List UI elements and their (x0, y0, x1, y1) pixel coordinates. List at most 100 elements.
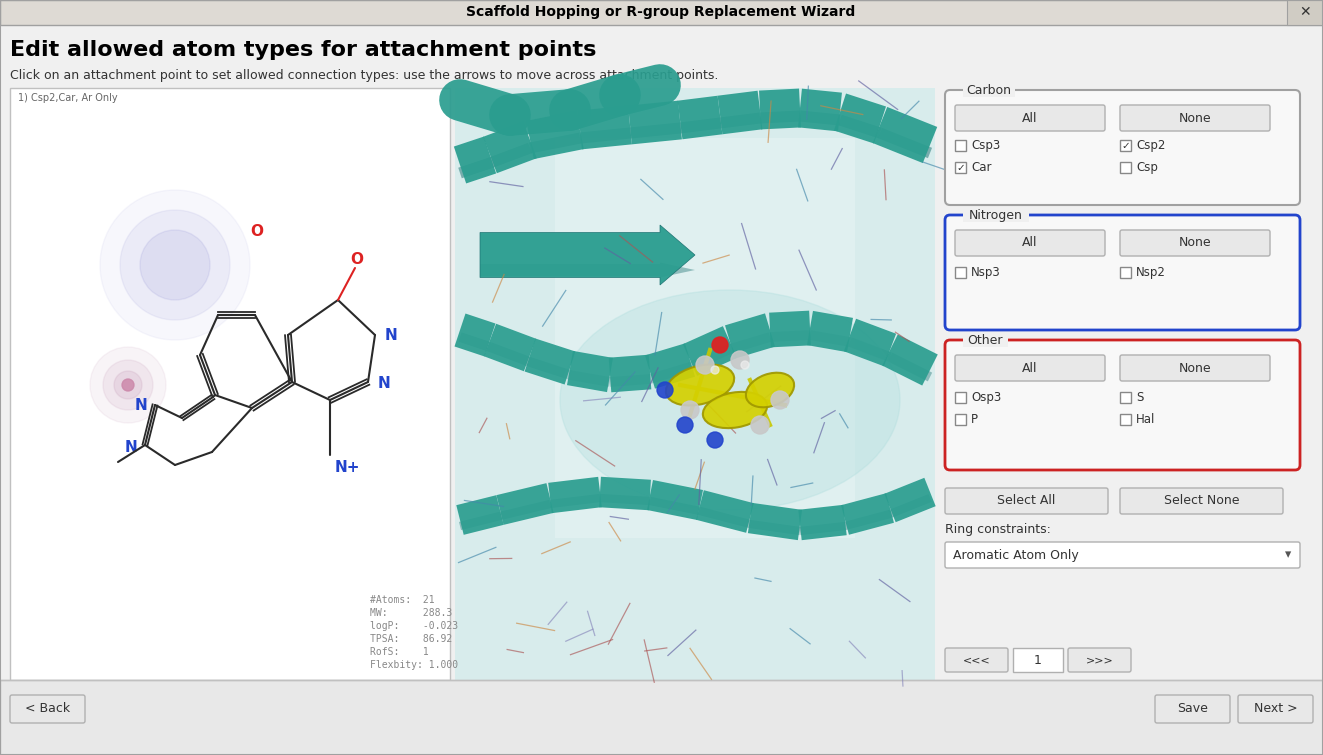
Bar (556, 138, 855, 538)
Text: Aromatic Atom Only: Aromatic Atom Only (953, 548, 1078, 562)
Text: Csp: Csp (1136, 161, 1158, 174)
Text: ▾: ▾ (1285, 548, 1291, 562)
Text: ✕: ✕ (1299, 5, 1311, 19)
FancyBboxPatch shape (1238, 695, 1312, 723)
Bar (11, 88, 450, 680)
FancyBboxPatch shape (955, 105, 1105, 131)
Bar (955, 267, 966, 278)
Bar (955, 392, 966, 403)
Circle shape (710, 366, 718, 374)
Text: Hal: Hal (1136, 413, 1155, 426)
FancyBboxPatch shape (945, 90, 1301, 205)
Bar (963, 333, 1008, 347)
FancyBboxPatch shape (945, 648, 1008, 672)
FancyBboxPatch shape (1121, 488, 1283, 514)
Text: Nsp3: Nsp3 (971, 266, 1000, 279)
Circle shape (706, 432, 722, 448)
Text: N: N (134, 397, 147, 412)
Circle shape (140, 230, 210, 300)
Circle shape (122, 379, 134, 391)
Text: Flexbity: 1.000: Flexbity: 1.000 (370, 660, 458, 670)
Text: logP:    -0.023: logP: -0.023 (370, 621, 458, 631)
Bar (1121, 414, 1131, 425)
Circle shape (120, 210, 230, 320)
Text: Nitrogen: Nitrogen (968, 208, 1023, 221)
Ellipse shape (703, 392, 767, 428)
FancyBboxPatch shape (945, 340, 1301, 470)
FancyBboxPatch shape (1155, 695, 1230, 723)
Text: Next >: Next > (1254, 702, 1298, 716)
Text: O: O (250, 224, 263, 239)
Text: P: P (971, 413, 978, 426)
Bar (963, 83, 1015, 97)
Bar (1121, 267, 1131, 278)
Circle shape (696, 356, 714, 374)
Text: #Atoms:  21: #Atoms: 21 (370, 595, 435, 605)
FancyBboxPatch shape (955, 355, 1105, 381)
FancyBboxPatch shape (1121, 355, 1270, 381)
FancyBboxPatch shape (945, 215, 1301, 330)
Text: All: All (1023, 362, 1037, 374)
Text: Scaffold Hopping or R-group Replacement Wizard: Scaffold Hopping or R-group Replacement … (467, 5, 856, 19)
Circle shape (771, 391, 789, 409)
Bar (1121, 392, 1131, 403)
Text: ✓: ✓ (1121, 140, 1130, 150)
Text: Click on an attachment point to set allowed connection types: use the arrows to : Click on an attachment point to set allo… (11, 69, 718, 82)
Bar (1121, 162, 1131, 173)
Text: MW:      288.3: MW: 288.3 (370, 608, 452, 618)
FancyBboxPatch shape (1121, 230, 1270, 256)
FancyBboxPatch shape (945, 488, 1107, 514)
Text: 1: 1 (1035, 654, 1043, 667)
Text: O: O (351, 252, 364, 267)
Text: All: All (1023, 112, 1037, 125)
Text: N: N (378, 377, 390, 392)
Text: <<<: <<< (963, 655, 991, 665)
Bar (955, 140, 966, 151)
Circle shape (658, 382, 673, 398)
Text: Other: Other (967, 334, 1003, 347)
Bar (1287, 0, 1323, 25)
Bar (1121, 140, 1131, 151)
Text: Csp3: Csp3 (971, 139, 1000, 152)
Text: ✓: ✓ (957, 162, 964, 172)
Bar (455, 88, 935, 680)
Text: < Back: < Back (25, 702, 70, 716)
Text: 1) Csp2,Car, Ar Only: 1) Csp2,Car, Ar Only (19, 93, 118, 103)
Text: >>>: >>> (1086, 655, 1114, 665)
Bar (1013, 648, 1062, 672)
Circle shape (677, 417, 693, 433)
Circle shape (712, 337, 728, 353)
Text: Carbon: Carbon (967, 84, 1012, 97)
Ellipse shape (560, 290, 900, 510)
FancyArrow shape (480, 225, 695, 285)
Circle shape (90, 347, 165, 423)
FancyBboxPatch shape (1121, 105, 1270, 131)
Text: N+: N+ (335, 460, 360, 474)
Bar (455, 88, 935, 680)
Circle shape (741, 361, 749, 369)
Text: RofS:    1: RofS: 1 (370, 647, 429, 657)
FancyBboxPatch shape (945, 542, 1301, 568)
Text: Nsp2: Nsp2 (1136, 266, 1166, 279)
Ellipse shape (665, 365, 734, 405)
Text: Select All: Select All (998, 495, 1056, 507)
Circle shape (114, 371, 142, 399)
Bar (955, 414, 966, 425)
FancyBboxPatch shape (11, 695, 85, 723)
Text: Ring constraints:: Ring constraints: (945, 523, 1050, 537)
Text: All: All (1023, 236, 1037, 249)
Text: Osp3: Osp3 (971, 391, 1002, 404)
Text: None: None (1179, 362, 1212, 374)
FancyBboxPatch shape (1068, 648, 1131, 672)
Bar (0, 680, 1323, 755)
Circle shape (103, 360, 153, 410)
Text: None: None (1179, 112, 1212, 125)
Text: N: N (124, 439, 138, 455)
Circle shape (101, 190, 250, 340)
Text: Car: Car (971, 161, 991, 174)
Circle shape (732, 351, 749, 369)
Text: None: None (1179, 236, 1212, 249)
Circle shape (681, 401, 699, 419)
Bar (963, 208, 1029, 222)
Text: Save: Save (1177, 702, 1208, 716)
